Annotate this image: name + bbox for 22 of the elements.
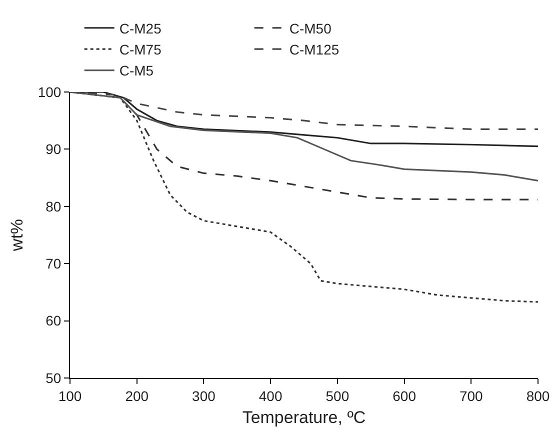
legend-label: C-M75 xyxy=(119,42,162,58)
y-tick-label: 50 xyxy=(46,370,62,386)
x-tick-label: 600 xyxy=(392,388,416,404)
x-tick-label: 700 xyxy=(459,388,484,404)
y-axis-title: wt% xyxy=(7,218,26,252)
x-tick-label: 500 xyxy=(326,388,350,404)
legend-label: C-M50 xyxy=(289,20,332,36)
x-tick-label: 300 xyxy=(192,388,216,404)
y-tick-label: 100 xyxy=(38,84,62,100)
y-tick-label: 70 xyxy=(46,256,62,272)
legend-label: C-M25 xyxy=(119,20,162,36)
legend-label: C-M125 xyxy=(289,42,340,58)
x-tick-label: 100 xyxy=(58,388,82,404)
y-tick-label: 60 xyxy=(46,312,62,329)
x-tick-label: 400 xyxy=(258,388,282,404)
x-axis-title: Temperature, ºC xyxy=(242,408,366,428)
x-tick-label: 200 xyxy=(125,388,149,404)
line-series xyxy=(70,92,538,182)
y-tick-label: 90 xyxy=(46,141,62,158)
y-tick-label: 80 xyxy=(46,198,62,214)
legend-label: C-M5 xyxy=(119,62,154,79)
x-tick-label: 800 xyxy=(526,388,550,404)
